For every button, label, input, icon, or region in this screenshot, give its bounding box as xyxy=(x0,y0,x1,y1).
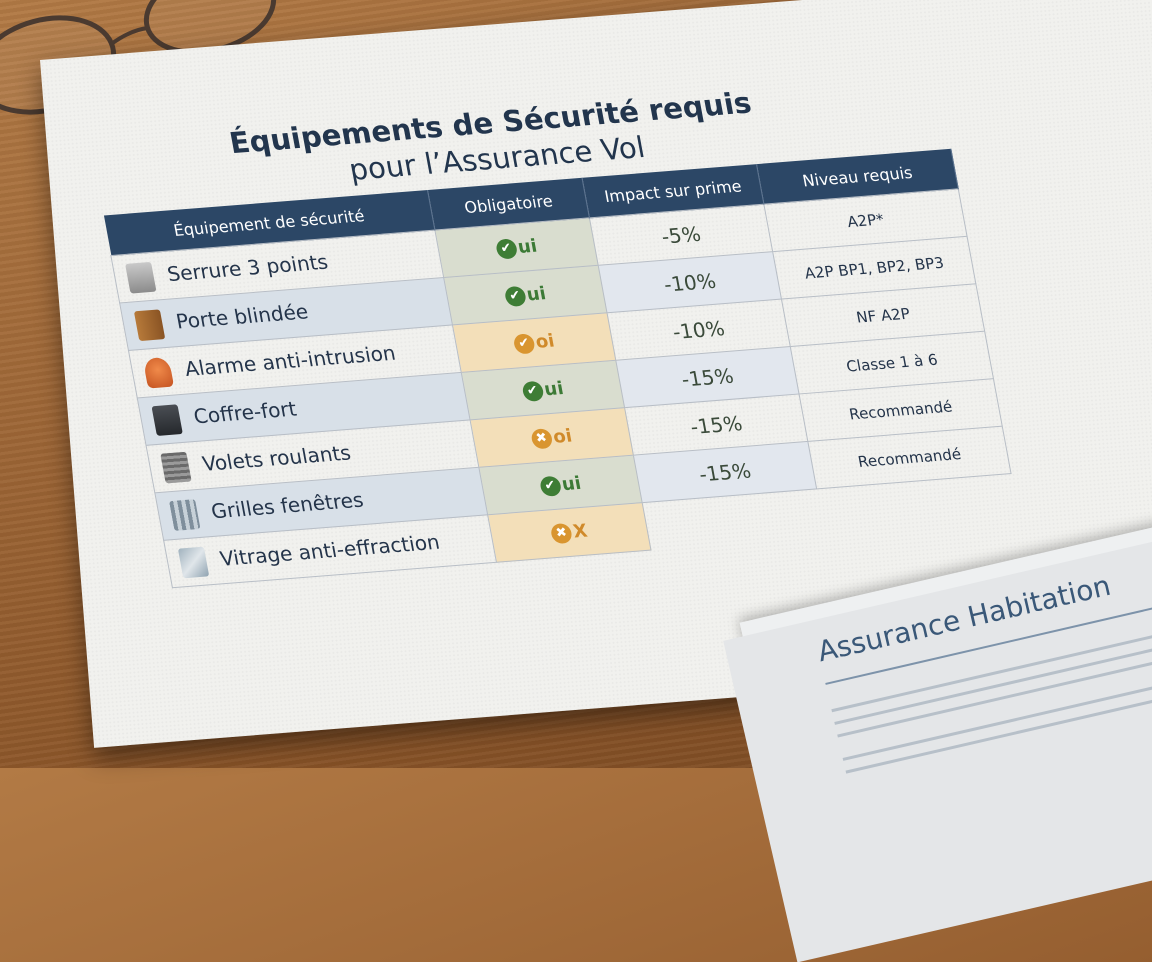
check-icon: ✔ xyxy=(520,380,545,403)
equipment-label: Alarme anti-intrusion xyxy=(182,340,398,381)
mandatory-label: X xyxy=(571,520,590,543)
equipment-label: Grilles fenêtres xyxy=(209,487,366,523)
mandatory-label: ui xyxy=(560,472,583,496)
door-icon xyxy=(133,308,166,341)
window-grille-icon xyxy=(168,498,201,531)
mandatory-label: ui xyxy=(524,283,548,306)
equipment-label: Vitrage anti-effraction xyxy=(217,529,442,571)
x-icon: ✖ xyxy=(529,428,554,450)
check-icon: ✔ xyxy=(538,475,562,497)
security-equipment-table: Équipement de sécurité Obligatoire Impac… xyxy=(103,148,1020,588)
shutter-icon xyxy=(160,451,192,483)
check-icon: ✔ xyxy=(512,333,536,355)
check-icon: ✔ xyxy=(494,238,518,260)
equipment-label: Coffre-fort xyxy=(191,396,299,428)
safe-icon xyxy=(151,403,183,436)
x-icon: ✖ xyxy=(549,522,574,545)
glass-pane-icon xyxy=(177,546,210,578)
equipment-label: Porte blindée xyxy=(173,298,311,333)
lock-icon xyxy=(124,261,157,294)
equipment-label: Serrure 3 points xyxy=(165,249,330,286)
mandatory-label: ui xyxy=(516,235,539,258)
check-icon: ✔ xyxy=(503,285,527,308)
mandatory-label: oi xyxy=(533,330,557,353)
mandatory-label: ui xyxy=(542,378,566,401)
mandatory-label: oi xyxy=(551,425,574,448)
alarm-bell-icon xyxy=(142,356,174,389)
equipment-label: Volets roulants xyxy=(200,439,353,476)
